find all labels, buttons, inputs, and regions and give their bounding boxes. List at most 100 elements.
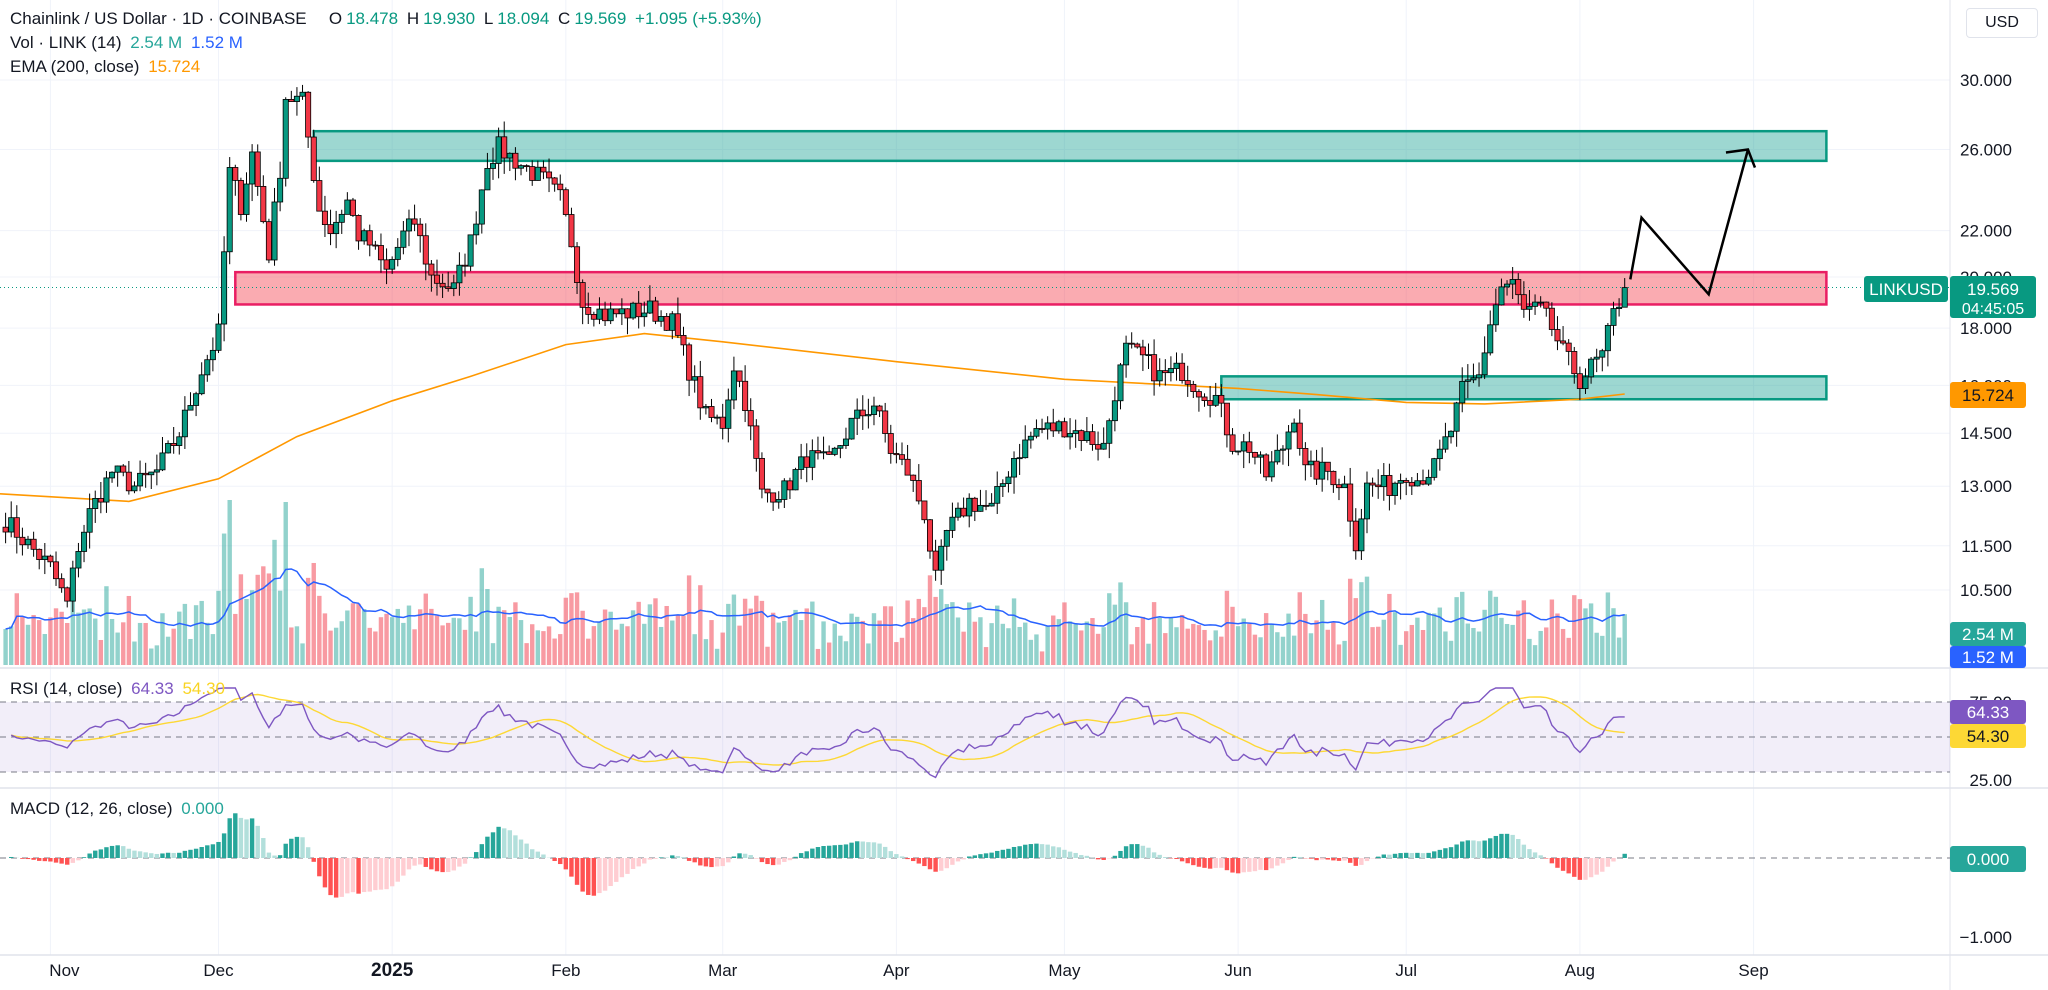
candle-body [165, 443, 172, 454]
volume-bar [1493, 596, 1499, 665]
volume-bar [412, 629, 417, 665]
volume-bar [765, 646, 770, 665]
volume-bar [1319, 599, 1325, 665]
candle-body [607, 308, 614, 322]
volume-bar [1067, 621, 1073, 665]
volume-bar [1252, 634, 1258, 665]
macd-histogram-bar [289, 838, 294, 858]
macd-histogram-bar [1359, 858, 1364, 865]
macd-histogram-bar [1471, 840, 1476, 858]
price-axis-label: 30.000 [1960, 71, 2012, 90]
volume-bar [1521, 600, 1527, 665]
volume-bar [249, 590, 255, 665]
candle-body [1470, 377, 1477, 381]
macd-histogram-bar [59, 858, 64, 864]
macd-histogram-bar [244, 819, 249, 858]
candle-body [1162, 370, 1169, 374]
candle-body [898, 454, 905, 460]
candle-body [1582, 376, 1589, 389]
volume-bar [574, 592, 580, 665]
macd-histogram-bar [104, 847, 109, 858]
volume-bar [860, 620, 865, 665]
macd-histogram-bar [132, 850, 137, 858]
volume-bar [647, 604, 653, 665]
candle-body [764, 488, 771, 494]
volume-bar [882, 606, 888, 665]
macd-histogram-bar [1538, 855, 1543, 858]
candle-body [310, 136, 317, 181]
rsi-value: 64.33 [131, 679, 174, 698]
currency-button[interactable]: USD [1966, 8, 2038, 38]
macd-histogram-bar [1493, 835, 1499, 858]
macd-histogram-bar [20, 858, 25, 859]
candle-body [1358, 518, 1365, 552]
macd-histogram-bar [238, 817, 244, 858]
macd-histogram-bar [350, 858, 356, 893]
macd-histogram-bar [1028, 844, 1034, 858]
close-value: 19.569 [574, 9, 627, 28]
macd-histogram-bar [1235, 858, 1241, 874]
macd-histogram-bar [698, 858, 703, 866]
volume-bar [205, 622, 210, 665]
candle-body [282, 99, 289, 179]
macd-histogram-bar [479, 844, 485, 858]
macd-histogram-bar [1336, 858, 1342, 861]
macd-histogram-bar [1448, 847, 1454, 858]
macd-histogram-bar [451, 858, 456, 871]
candle-body [943, 530, 950, 547]
candle-body [109, 471, 116, 479]
macd-histogram-bar [1387, 854, 1392, 858]
volume-bar [927, 575, 933, 665]
macd-histogram-bar [53, 858, 59, 863]
candle-body [1100, 442, 1107, 450]
volume-bar [905, 600, 910, 665]
candle-body [467, 234, 474, 267]
volume-bar [339, 621, 344, 665]
candle-body [658, 316, 665, 322]
volume-bar [776, 622, 781, 665]
macd-histogram-bar [1549, 858, 1555, 864]
volume-bar [115, 632, 120, 665]
macd-histogram-bar [1605, 858, 1611, 867]
candle-body [1274, 449, 1281, 463]
volume-bar [1235, 626, 1241, 665]
price-axis-label: 13.000 [1960, 477, 2012, 496]
volume-bar [535, 630, 541, 665]
candle-body [663, 316, 670, 331]
volume-bar [591, 626, 597, 665]
candle-body [209, 349, 216, 361]
candle-body [680, 335, 687, 346]
macd-histogram-bar [1454, 844, 1459, 858]
macd-histogram-bar [1163, 857, 1168, 858]
macd-histogram-bar [1017, 846, 1022, 858]
candle-body [417, 223, 424, 237]
macd-histogram-bar [1275, 858, 1280, 866]
volume-bar [1073, 623, 1078, 665]
volume-bar [1146, 643, 1151, 665]
candle-body [1022, 439, 1029, 459]
volume-bar [42, 634, 48, 665]
macd-histogram-bar [507, 830, 513, 858]
macd-histogram-bar [1202, 858, 1207, 868]
volume-bar [563, 597, 569, 665]
volume-bar [720, 632, 725, 665]
candle-body [25, 538, 32, 546]
volume-ma-tag-bg [1950, 646, 2026, 668]
macd-histogram-bar [1314, 858, 1319, 861]
candle-body [221, 251, 228, 325]
macd-histogram-bar [614, 858, 619, 882]
macd-histogram-bar [1622, 853, 1627, 858]
candle-body [1431, 458, 1438, 478]
volume-bar [193, 605, 199, 665]
volume-bar [1409, 624, 1415, 665]
macd-histogram-bar [395, 858, 400, 882]
macd-histogram-bar [877, 843, 882, 858]
candle-body [585, 306, 592, 315]
volume-bar [1415, 617, 1420, 665]
macd-histogram-bar [731, 856, 737, 858]
candle-body [927, 519, 934, 552]
candle-body [1235, 450, 1242, 453]
macd-histogram-bar [597, 858, 602, 894]
